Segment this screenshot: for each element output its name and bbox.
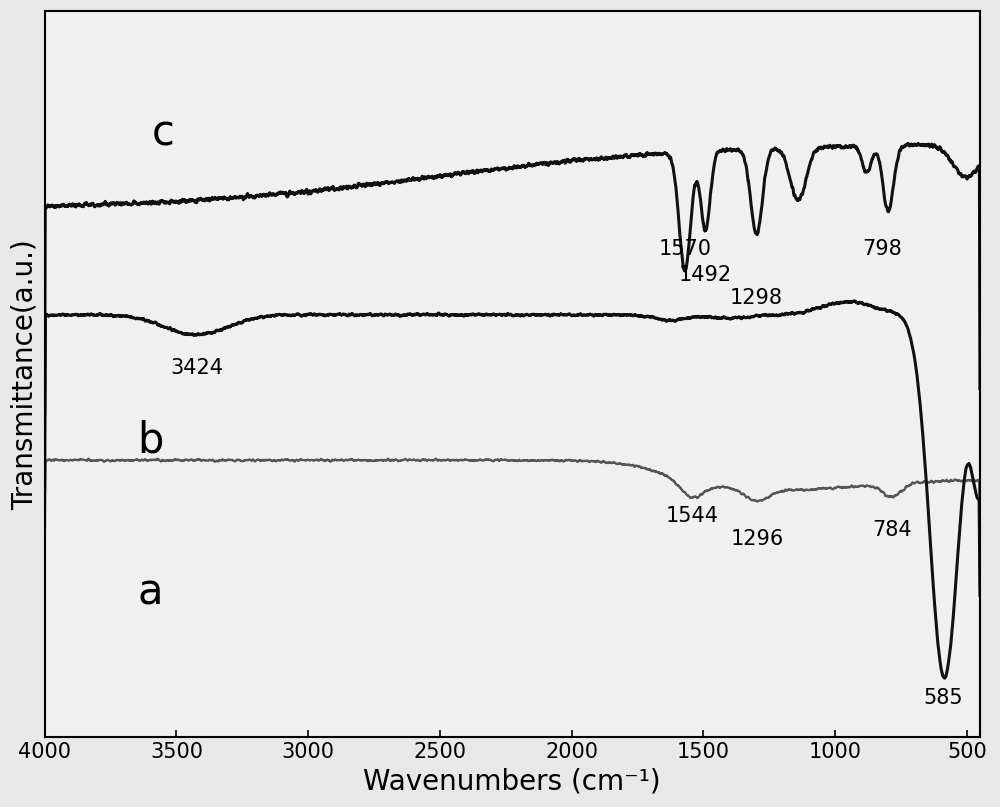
Text: 1492: 1492 xyxy=(679,266,732,286)
Text: 1570: 1570 xyxy=(658,239,711,259)
Text: c: c xyxy=(152,112,175,154)
Text: a: a xyxy=(137,571,163,613)
Text: 585: 585 xyxy=(923,688,963,708)
Text: 798: 798 xyxy=(863,239,902,259)
Text: b: b xyxy=(137,420,163,462)
Text: 784: 784 xyxy=(872,520,912,540)
Text: 3424: 3424 xyxy=(170,358,223,378)
X-axis label: Wavenumbers (cm⁻¹): Wavenumbers (cm⁻¹) xyxy=(363,768,661,796)
Text: 1298: 1298 xyxy=(730,288,783,308)
Text: 1296: 1296 xyxy=(730,529,784,550)
Y-axis label: Transmittance(a.u.): Transmittance(a.u.) xyxy=(11,239,39,510)
Text: 1544: 1544 xyxy=(665,506,718,526)
